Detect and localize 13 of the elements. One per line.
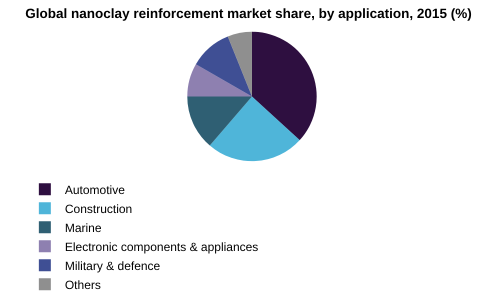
legend-label: Construction [64, 202, 132, 216]
pie-slice [252, 32, 317, 140]
legend-label: Electronic components & appliances [64, 240, 258, 254]
legend-label: Others [64, 278, 101, 292]
pie-slice [228, 32, 252, 96]
legend-label: Marine [64, 220, 102, 235]
pie-slice [210, 96, 300, 162]
pie-slice [187, 96, 252, 146]
pie-slice [187, 64, 252, 96]
legend-label: Automotive [64, 182, 126, 197]
legend-label: Military & defence [64, 258, 161, 273]
pie-slice [196, 36, 252, 96]
chart-title: Global nanoclay reinforcement market share, by application, 2015 (%) [25, 6, 472, 22]
